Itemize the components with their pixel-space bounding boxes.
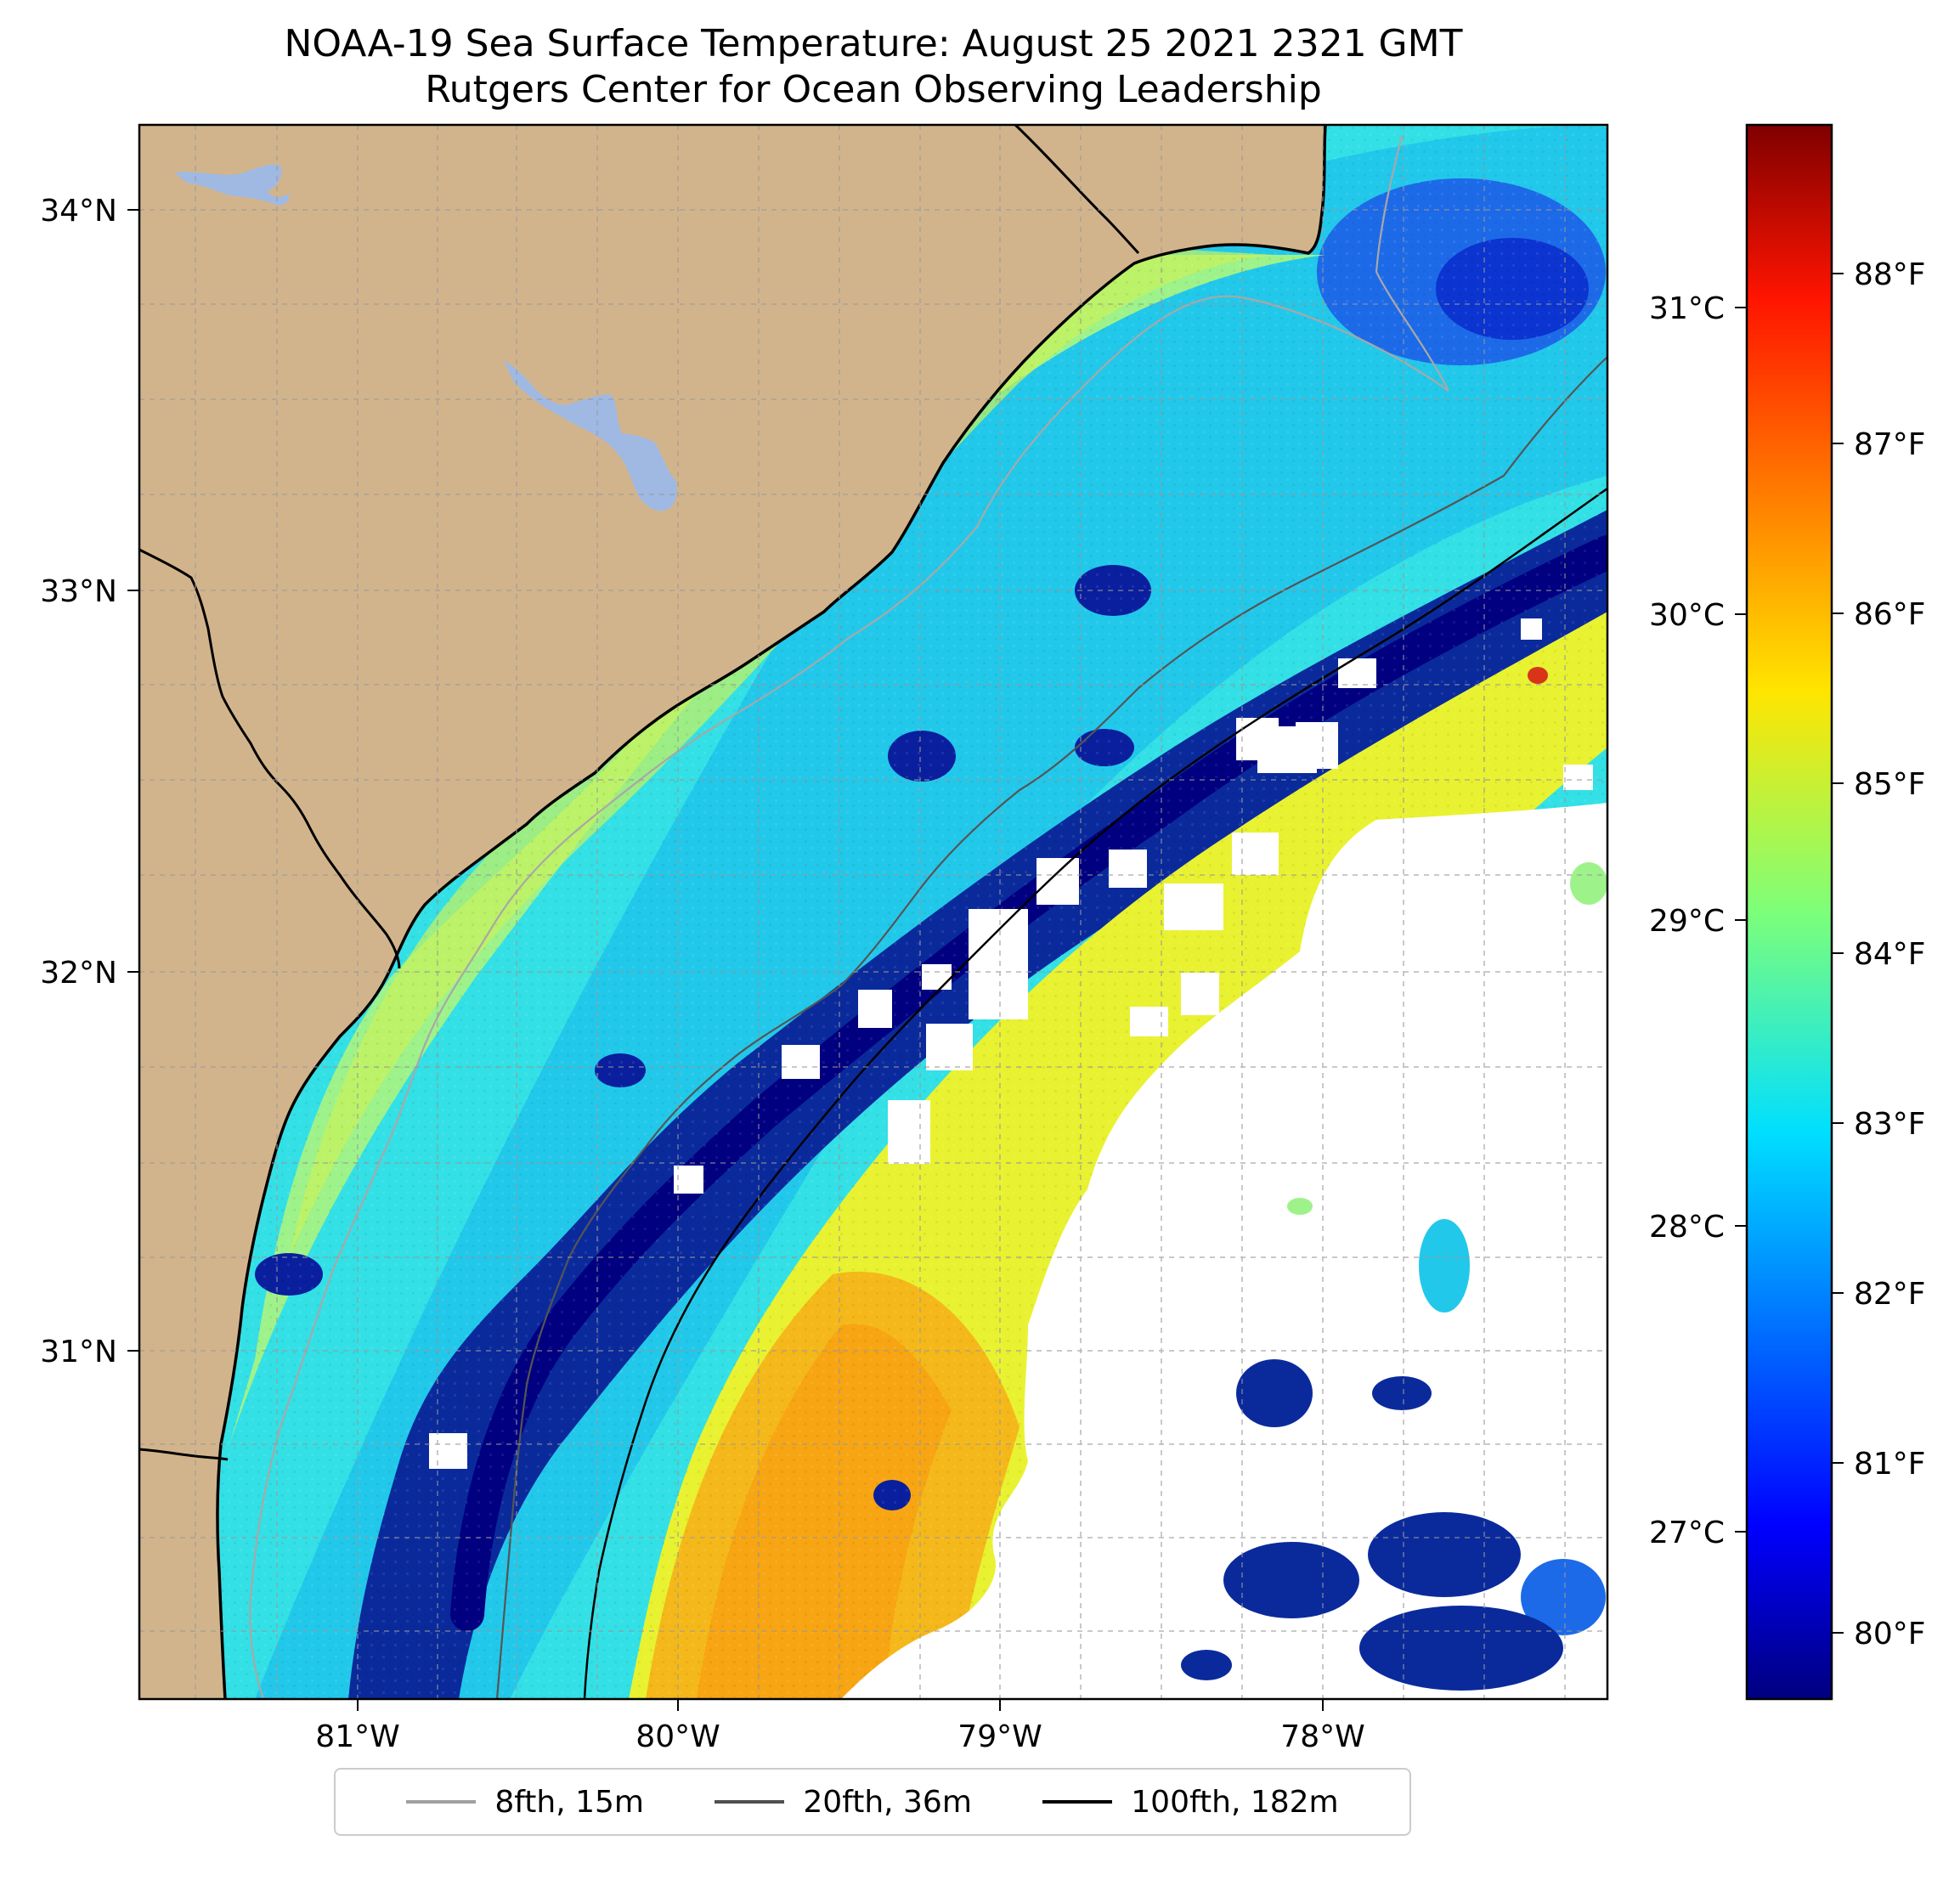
lat-axis: 34°N 33°N 32°N 31°N — [40, 194, 139, 1369]
state-boundary-nc — [1014, 123, 1140, 255]
isobath-legend: 8fth, 15m 20fth, 36m 100fth, 182m — [334, 1768, 1411, 1836]
legend-item-8fth: 8fth, 15m — [406, 1785, 644, 1820]
lat-tick-34: 34°N — [40, 194, 117, 229]
lake-north — [174, 164, 290, 206]
colorbar-f-88: 88°F — [1854, 257, 1926, 292]
isobath-8fth — [249, 135, 1449, 1700]
map-plot-area — [139, 125, 1607, 1699]
state-boundary-south — [138, 1448, 229, 1461]
isobath-20fth — [495, 356, 1608, 1700]
lon-tick-79w: 79°W — [957, 1719, 1042, 1754]
lake-marion — [504, 361, 677, 511]
lon-tick-78w: 78°W — [1280, 1719, 1364, 1754]
lon-axis: 81°W 80°W 79°W 78°W — [315, 1699, 1365, 1754]
colorbar-f-85: 85°F — [1854, 767, 1926, 802]
map-subtitle: Rutgers Center for Ocean Observing Leade… — [425, 68, 1322, 111]
map-frame — [138, 123, 1609, 1701]
legend-item-20fth: 20fth, 36m — [715, 1785, 972, 1820]
legend-label-20fth: 20fth, 36m — [803, 1784, 972, 1820]
colorbar-c-30: 30°C — [1649, 598, 1725, 633]
legend-swatch-100fth — [1042, 1800, 1113, 1804]
colorbar-c-27: 27°C — [1649, 1516, 1725, 1550]
legend-item-100fth: 100fth, 182m — [1042, 1784, 1339, 1820]
legend-label-8fth: 8fth, 15m — [494, 1784, 644, 1820]
colorbar-f-83: 83°F — [1854, 1107, 1926, 1142]
map-title: NOAA-19 Sea Surface Temperature: August … — [284, 22, 1463, 65]
lat-tick-31: 31°N — [40, 1335, 117, 1369]
isobath-100fth — [583, 487, 1608, 1700]
land — [139, 125, 1325, 1699]
legend-swatch-20fth — [715, 1800, 785, 1804]
colorbar-f-80: 80°F — [1854, 1617, 1926, 1651]
lat-tick-33: 33°N — [40, 574, 117, 609]
colorbar-c-28: 28°C — [1649, 1210, 1725, 1245]
lat-tick-32: 32°N — [40, 956, 117, 991]
legend-swatch-8fth — [406, 1800, 477, 1804]
colorbar-c-31: 31°C — [1649, 291, 1725, 326]
colorbar-f-84: 84°F — [1854, 937, 1926, 972]
state-boundary — [138, 548, 401, 969]
colorbar-c-29: 29°C — [1649, 904, 1725, 939]
colorbar-f-82: 82°F — [1854, 1277, 1926, 1312]
colorbar-f-86: 86°F — [1854, 597, 1926, 632]
cloud-mask — [841, 803, 1607, 1699]
lon-tick-81w: 81°W — [315, 1719, 399, 1754]
coastline — [216, 124, 1327, 1700]
colorbar-gradient — [1745, 123, 1833, 1701]
gridlines — [139, 125, 1607, 1699]
lon-tick-80w: 80°W — [635, 1719, 720, 1754]
colorbar-f-87: 87°F — [1854, 427, 1926, 462]
colorbar: 31°C 30°C 29°C 28°C 27°C 88°F 87°F 86°F … — [1649, 123, 1926, 1701]
legend-label-100fth: 100fth, 182m — [1131, 1784, 1339, 1820]
colorbar-f-81: 81°F — [1854, 1447, 1926, 1482]
